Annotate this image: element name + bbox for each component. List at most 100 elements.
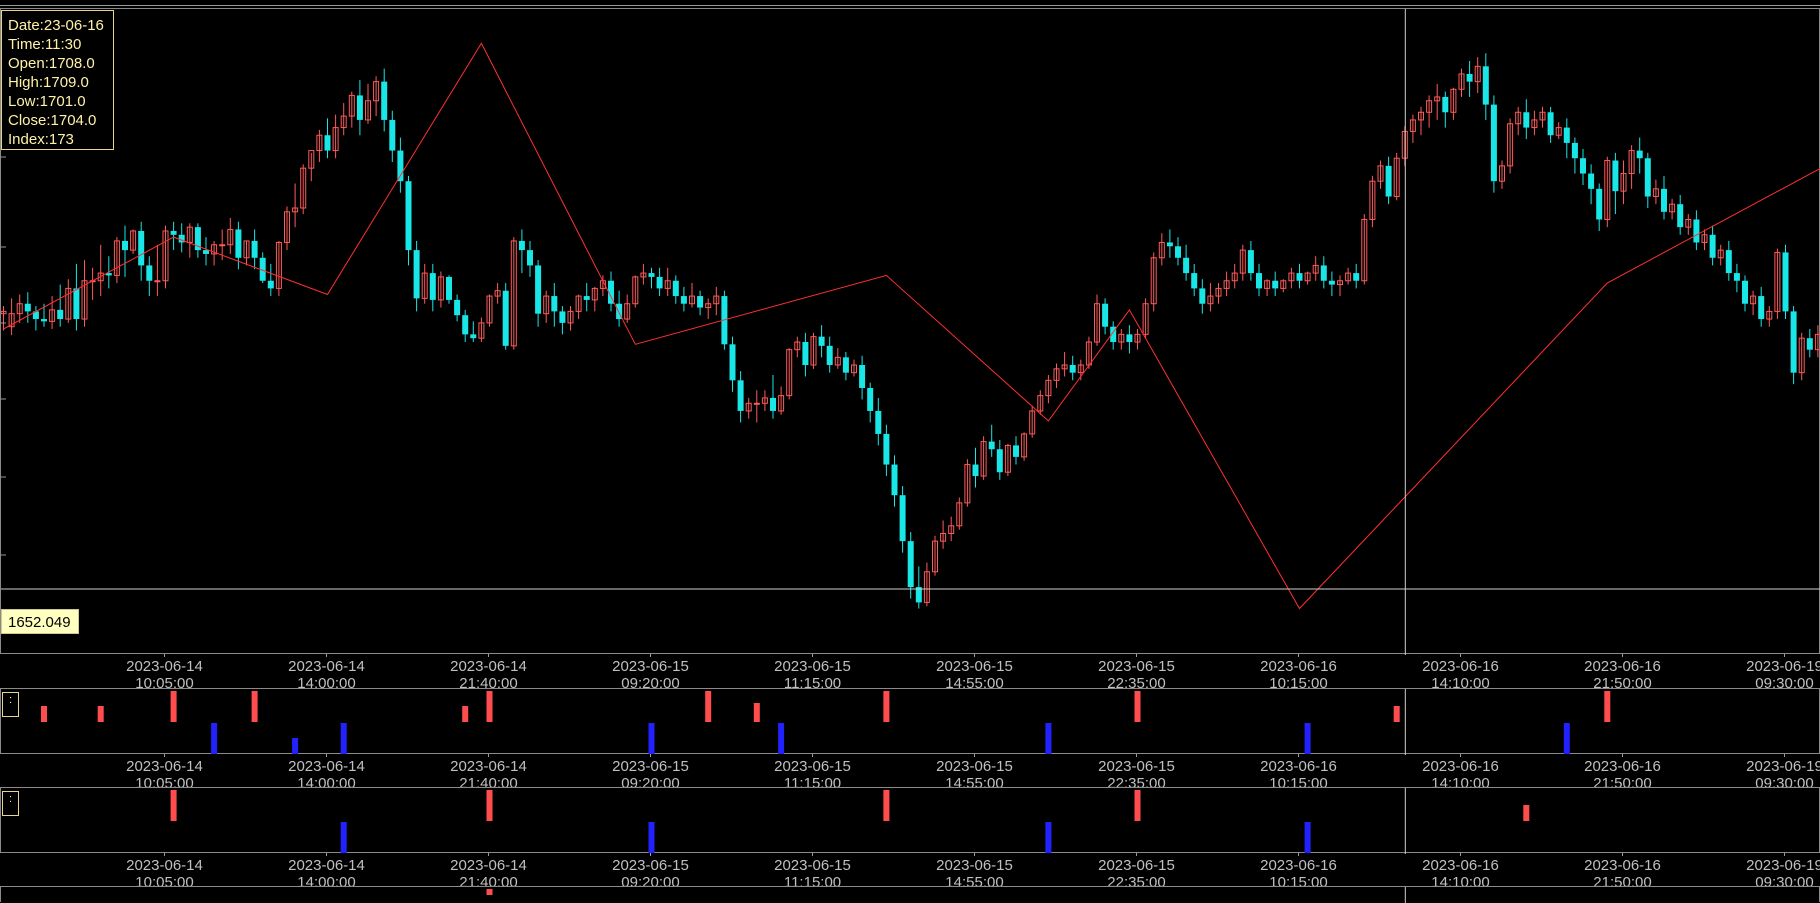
candle-body bbox=[730, 344, 736, 380]
buy-signal-bar bbox=[1135, 790, 1141, 821]
candle bbox=[1386, 157, 1392, 204]
x-axis-date: 2023-06-15 bbox=[1077, 758, 1197, 775]
candle bbox=[422, 264, 427, 304]
candle bbox=[973, 448, 979, 488]
signal-panel-3[interactable] bbox=[0, 886, 1820, 902]
candle bbox=[195, 223, 201, 257]
candle bbox=[25, 292, 31, 323]
candle-body bbox=[389, 120, 395, 151]
sell-signal-bar bbox=[1045, 723, 1051, 754]
collapse-panel-1-button[interactable]: : bbox=[2, 692, 19, 717]
x-axis-time: 10:05:00 bbox=[105, 675, 225, 688]
candle bbox=[1596, 183, 1602, 230]
x-axis-date: 2023-06-15 bbox=[753, 758, 873, 775]
candle bbox=[446, 275, 452, 303]
candle-body bbox=[1807, 338, 1813, 349]
candle-body bbox=[673, 281, 679, 296]
candle-body bbox=[1612, 161, 1618, 192]
candle-body bbox=[900, 495, 906, 541]
x-axis-tick bbox=[650, 654, 651, 657]
candle bbox=[1370, 176, 1375, 227]
candle bbox=[1054, 363, 1059, 388]
candle bbox=[592, 287, 597, 312]
candle bbox=[1119, 329, 1124, 350]
x-axis-time: 22:35:00 bbox=[1077, 775, 1197, 787]
x-axis-tick bbox=[164, 654, 165, 657]
top-border bbox=[0, 5, 1820, 6]
candle-body bbox=[146, 265, 152, 280]
x-axis-tick bbox=[1622, 853, 1623, 856]
candle bbox=[551, 283, 557, 327]
candle bbox=[268, 264, 274, 296]
x-axis-date: 2023-06-16 bbox=[1239, 857, 1359, 874]
candle bbox=[155, 245, 160, 296]
x-axis-time: 21:40:00 bbox=[429, 675, 549, 688]
candle-body bbox=[989, 442, 995, 450]
candle-body bbox=[973, 465, 979, 476]
candle-body bbox=[1572, 143, 1578, 158]
candle bbox=[1758, 287, 1764, 327]
candle bbox=[1126, 325, 1132, 353]
x-axis-tick bbox=[812, 853, 813, 856]
candle-body bbox=[827, 346, 833, 365]
x-axis-date: 2023-06-15 bbox=[915, 758, 1035, 775]
candle-body bbox=[220, 245, 225, 246]
x-axis-time: 14:10:00 bbox=[1401, 874, 1521, 886]
x-axis-date: 2023-06-16 bbox=[1239, 658, 1359, 675]
candle bbox=[1580, 149, 1586, 185]
candle bbox=[293, 183, 298, 227]
candlestick-chart-svg[interactable] bbox=[1, 9, 1820, 655]
candle bbox=[1783, 245, 1789, 319]
candle bbox=[1775, 249, 1780, 319]
x-axis-time: 09:20:00 bbox=[591, 874, 711, 886]
x-axis-tick bbox=[164, 754, 165, 757]
x-axis-time: 14:00:00 bbox=[267, 675, 387, 688]
x-axis-tick bbox=[1784, 654, 1785, 657]
signal-chart-3-svg bbox=[1, 887, 1820, 903]
x-axis-tick bbox=[1136, 853, 1137, 856]
sell-signal-bar bbox=[341, 723, 347, 754]
candle bbox=[1791, 306, 1797, 384]
signal-panel-2[interactable] bbox=[0, 787, 1820, 853]
sell-signal-bar bbox=[211, 723, 217, 754]
candle bbox=[949, 517, 954, 542]
candle-body bbox=[1175, 246, 1181, 257]
candle-body bbox=[57, 310, 63, 319]
candle-body bbox=[819, 337, 825, 346]
x-axis-tick bbox=[650, 754, 651, 757]
candle bbox=[454, 295, 460, 322]
signal-panel-1[interactable] bbox=[0, 688, 1820, 754]
x-axis-date: 2023-06-14 bbox=[267, 658, 387, 675]
x-axis-tick bbox=[1622, 754, 1623, 757]
x-axis-time: 14:00:00 bbox=[267, 874, 387, 886]
candle-body bbox=[1710, 235, 1716, 258]
candle bbox=[357, 80, 363, 135]
candle bbox=[1038, 390, 1043, 415]
candle bbox=[1427, 95, 1432, 127]
buy-signal-bar bbox=[171, 790, 177, 821]
candle bbox=[1151, 252, 1156, 311]
x-axis-time: 11:15:00 bbox=[753, 775, 873, 787]
candle-body bbox=[738, 380, 744, 411]
main-chart-panel[interactable] bbox=[0, 8, 1820, 654]
x-axis-time: 21:50:00 bbox=[1563, 675, 1683, 688]
candle bbox=[1475, 57, 1480, 93]
candle bbox=[1005, 444, 1010, 476]
candle bbox=[146, 256, 152, 296]
candle bbox=[1807, 329, 1813, 357]
candle bbox=[1516, 107, 1521, 135]
candle bbox=[317, 130, 322, 162]
candle bbox=[244, 241, 249, 266]
candle-body bbox=[1758, 296, 1764, 319]
collapse-panel-2-button[interactable]: : bbox=[2, 791, 19, 816]
x-axis-date: 2023-06-14 bbox=[429, 658, 549, 675]
candle-body bbox=[859, 365, 865, 388]
buy-signal-bar bbox=[1523, 805, 1529, 821]
candle bbox=[819, 325, 825, 357]
candle bbox=[462, 310, 468, 342]
candle-body bbox=[1321, 265, 1327, 280]
candle bbox=[325, 118, 331, 158]
